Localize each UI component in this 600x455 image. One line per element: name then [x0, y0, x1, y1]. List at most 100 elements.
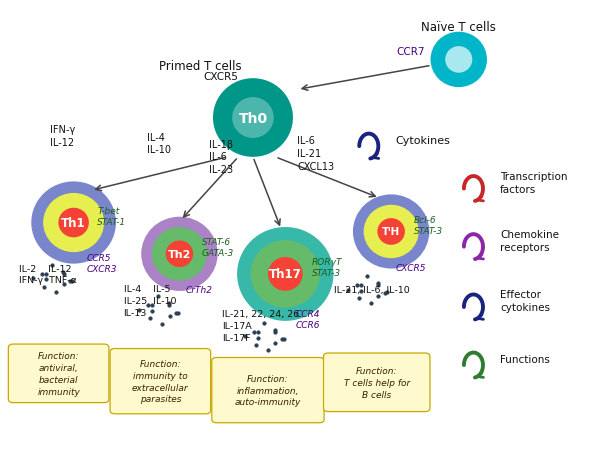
Text: Naïve T cells: Naïve T cells	[421, 21, 496, 34]
Text: IL-4    IL-5
IL-25  IL-10
IL-13: IL-4 IL-5 IL-25 IL-10 IL-13	[124, 285, 176, 317]
Point	[51, 289, 61, 296]
Point	[143, 302, 153, 309]
Text: CCR7: CCR7	[397, 47, 425, 57]
Text: T-bet
STAT-1: T-bet STAT-1	[97, 206, 126, 227]
Ellipse shape	[152, 228, 207, 281]
Point	[249, 329, 259, 336]
Text: CCR5
CXCR3: CCR5 CXCR3	[86, 253, 117, 273]
Point	[352, 282, 361, 289]
Point	[59, 271, 68, 278]
Text: RORγT
STAT-3: RORγT STAT-3	[312, 258, 342, 278]
Point	[165, 313, 175, 320]
Point	[147, 302, 157, 309]
Ellipse shape	[353, 195, 430, 269]
Point	[145, 314, 155, 322]
Ellipse shape	[141, 217, 218, 291]
Point	[65, 278, 75, 285]
Text: Th1: Th1	[61, 217, 86, 229]
Point	[251, 341, 261, 349]
Point	[173, 309, 183, 317]
Text: IFN-γ
IL-12: IFN-γ IL-12	[50, 125, 76, 147]
Point	[253, 329, 263, 336]
Ellipse shape	[166, 241, 193, 268]
Point	[374, 292, 383, 299]
Ellipse shape	[268, 258, 302, 291]
Ellipse shape	[377, 219, 405, 245]
Point	[373, 282, 383, 289]
Point	[271, 339, 280, 346]
Point	[373, 279, 383, 287]
FancyBboxPatch shape	[8, 344, 109, 403]
Point	[41, 276, 51, 283]
Text: Function:
immunity to
extracellular
parasites: Function: immunity to extracellular para…	[132, 359, 188, 404]
Text: CrTh2: CrTh2	[185, 285, 212, 294]
Point	[259, 320, 269, 327]
FancyBboxPatch shape	[212, 358, 324, 423]
Point	[280, 336, 289, 343]
Point	[41, 270, 51, 278]
Point	[380, 289, 389, 297]
Text: Th0: Th0	[238, 111, 268, 125]
Text: IL-21, 22, 24, 26
IL-17A
IL-17F: IL-21, 22, 24, 26 IL-17A IL-17F	[223, 309, 299, 342]
Text: Effector
cytokines: Effector cytokines	[500, 290, 550, 313]
Text: Primed T cells: Primed T cells	[159, 60, 241, 72]
Ellipse shape	[31, 182, 116, 264]
Point	[153, 293, 163, 300]
Point	[40, 283, 49, 291]
Point	[356, 288, 366, 295]
Point	[58, 268, 68, 276]
Point	[157, 320, 167, 328]
Point	[271, 329, 280, 336]
Text: Functions: Functions	[500, 354, 550, 364]
Point	[382, 289, 392, 297]
Point	[171, 309, 181, 317]
Point	[68, 278, 77, 285]
Text: CXCR5: CXCR5	[396, 263, 427, 272]
Point	[148, 308, 157, 315]
Text: CXCR5: CXCR5	[203, 72, 238, 82]
Ellipse shape	[43, 193, 104, 253]
Ellipse shape	[213, 79, 293, 157]
Ellipse shape	[364, 205, 419, 258]
Text: Function:
antiviral,
bacterial
immunity: Function: antiviral, bacterial immunity	[37, 351, 80, 396]
Point	[343, 286, 353, 293]
Ellipse shape	[237, 228, 334, 321]
Point	[241, 333, 250, 340]
Point	[362, 273, 371, 280]
Text: IL-2    IL-12
IFN-γ  TNF-α: IL-2 IL-12 IFN-γ TNF-α	[19, 264, 77, 285]
FancyBboxPatch shape	[323, 353, 430, 412]
Point	[29, 275, 38, 283]
Text: Function:
inflammation,
auto-immunity: Function: inflammation, auto-immunity	[235, 374, 301, 406]
Text: IL-6
IL-21
CXCL13: IL-6 IL-21 CXCL13	[297, 136, 334, 172]
Text: Th17: Th17	[269, 268, 302, 281]
Text: IL-1β
IL-6
IL-23: IL-1β IL-6 IL-23	[209, 139, 233, 175]
Text: Function:
T cells help for
B cells: Function: T cells help for B cells	[344, 366, 410, 399]
Ellipse shape	[251, 241, 320, 308]
Text: Transcription
factors: Transcription factors	[500, 172, 568, 194]
Text: TⁱH: TⁱH	[382, 227, 400, 237]
Point	[354, 294, 364, 302]
Text: IL-21, IL-6, IL-10: IL-21, IL-6, IL-10	[334, 285, 410, 294]
Point	[47, 262, 57, 269]
Point	[37, 271, 47, 278]
Ellipse shape	[58, 208, 89, 238]
Ellipse shape	[431, 33, 487, 88]
Point	[253, 334, 263, 341]
Point	[263, 347, 272, 354]
Point	[366, 300, 376, 308]
Point	[134, 306, 144, 313]
Text: Bcl-6
STAT-3: Bcl-6 STAT-3	[413, 215, 443, 235]
Ellipse shape	[232, 98, 274, 139]
Point	[59, 281, 68, 288]
Text: IL-4
IL-10: IL-4 IL-10	[147, 132, 171, 155]
Point	[277, 336, 286, 344]
FancyBboxPatch shape	[110, 349, 211, 414]
Text: CCR4
CCR6: CCR4 CCR6	[296, 309, 320, 329]
Point	[164, 299, 174, 307]
Text: Chemokine
receptors: Chemokine receptors	[500, 229, 559, 252]
Ellipse shape	[445, 47, 472, 74]
Point	[270, 326, 280, 334]
Text: Cytokines: Cytokines	[395, 136, 450, 146]
Text: Th2: Th2	[168, 249, 191, 259]
Point	[356, 282, 365, 289]
